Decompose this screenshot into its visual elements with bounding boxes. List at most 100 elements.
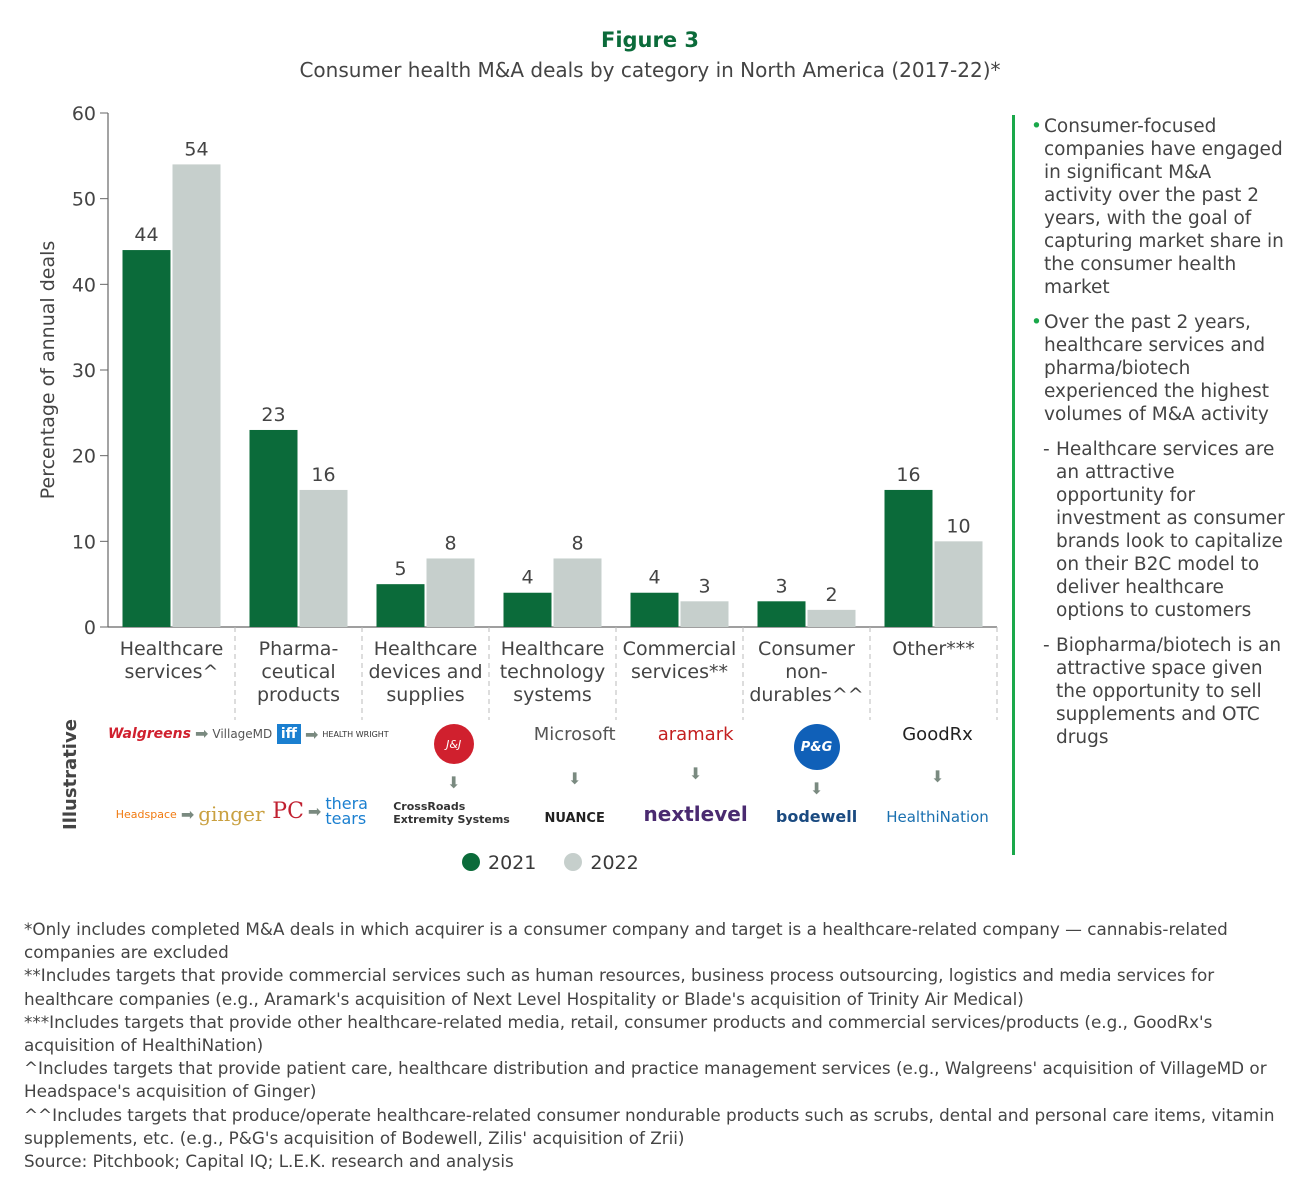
- bar-2022: [299, 489, 348, 627]
- data-label: 2: [825, 584, 837, 606]
- data-label: 4: [648, 567, 660, 589]
- logo-row: GoodRx: [902, 724, 973, 745]
- legend-item-2022: 2022: [564, 852, 639, 874]
- company-logo: CrossRoads Extremity Systems: [393, 800, 510, 826]
- y-tick-label: 0: [84, 617, 96, 639]
- deal-logos: Microsoft ⬇ NUANCE: [514, 716, 635, 834]
- company-logo: bodewell: [775, 807, 858, 826]
- bar-2022: [553, 558, 602, 627]
- company-logo: nextlevel: [643, 802, 748, 826]
- company-logo: iff: [276, 724, 301, 744]
- bar-2021: [884, 489, 933, 627]
- logo-row: nextlevel: [644, 802, 748, 826]
- data-label: 10: [946, 515, 970, 537]
- data-label: 5: [394, 558, 406, 580]
- y-tick-label: 20: [72, 446, 96, 468]
- logo-row: Headspace ➡ ginger: [116, 802, 265, 826]
- svg-text:Illustrative deals: Illustrative deals: [60, 715, 81, 830]
- footnote: *Only includes completed M&A deals in wh…: [24, 919, 1228, 963]
- arrow-right-icon: ➡: [307, 801, 322, 821]
- y-tick-label: 50: [72, 189, 96, 211]
- figure-title: Figure 3: [600, 28, 700, 52]
- logo-row: PC ➡ thera tears: [272, 794, 393, 828]
- data-label: 3: [698, 575, 710, 597]
- company-logo: HEALTH WRIGHT: [322, 729, 389, 739]
- company-logo: Walgreens: [108, 725, 191, 742]
- category-label: supplies: [386, 684, 464, 706]
- bar-2022: [934, 541, 983, 627]
- bar-2021: [503, 592, 552, 627]
- category-label: durables^^: [749, 684, 863, 706]
- category-label: products: [257, 684, 340, 706]
- arrow-right-icon: ➡: [194, 724, 209, 743]
- arrow-down-icon: ⬇: [809, 779, 824, 798]
- category-label: Healthcare: [374, 638, 478, 660]
- company-logo: Microsoft: [533, 724, 616, 745]
- footnote: ^Includes targets that provide patient c…: [24, 1058, 1267, 1102]
- takeaway-bullet: Over the past 2 years, healthcare servic…: [1031, 311, 1285, 426]
- source-note: Source: Pitchbook; Capital IQ; L.E.K. re…: [24, 1151, 514, 1172]
- arrow-right-icon: ➡: [180, 804, 195, 824]
- category-label: non-: [785, 661, 828, 683]
- figure-subtitle: Consumer health M&A deals by category in…: [299, 58, 1001, 82]
- company-logo: GoodRx: [902, 724, 973, 745]
- data-label: 54: [184, 138, 208, 160]
- arrow-down-icon: ⬇: [447, 772, 461, 792]
- y-tick-label: 10: [72, 531, 96, 553]
- data-label: 8: [571, 532, 583, 554]
- data-label: 4: [521, 567, 533, 589]
- logo-row: Microsoft: [534, 724, 616, 745]
- y-tick-label: 30: [72, 360, 96, 382]
- legend-label: 2021: [488, 852, 537, 874]
- logo-row: NUANCE: [544, 811, 604, 826]
- data-label: 16: [896, 464, 920, 486]
- company-logo: aramark: [657, 724, 734, 745]
- category-label: Consumer: [758, 638, 855, 660]
- deal-logos: iff ➡ HEALTH WRIGHT PC ➡ thera tears: [272, 716, 393, 834]
- logo-row: iff ➡ HEALTH WRIGHT: [276, 724, 389, 744]
- data-label: 44: [134, 224, 158, 246]
- arrow-down-icon: ⬇: [930, 767, 945, 786]
- data-label: 23: [261, 404, 285, 426]
- logo-row: bodewell: [776, 807, 857, 826]
- company-logo: J&J: [433, 724, 474, 764]
- category-label: Healthcare: [120, 638, 224, 660]
- bar-2022: [426, 558, 475, 627]
- legend: 2021 2022: [462, 852, 639, 874]
- bar-2022: [172, 164, 221, 627]
- company-logo: Headspace: [115, 807, 177, 821]
- logo-row: HealthiNation: [886, 808, 989, 826]
- category-label: Healthcare: [501, 638, 605, 660]
- bar-2022: [807, 609, 856, 627]
- illustrative-deals-logos: Walgreens ➡ VillageMD Headspace ➡ ginger iff ➡ H…: [108, 716, 998, 834]
- arrow-down-icon: ⬇: [688, 764, 703, 783]
- arrow-down-icon: ⬇: [567, 768, 582, 788]
- legend-swatch: [564, 853, 583, 871]
- category-label: Commercial: [623, 638, 737, 660]
- category-label: ceutical: [261, 661, 335, 683]
- data-label: 3: [775, 575, 787, 597]
- company-logo: VillageMD: [212, 726, 273, 741]
- company-logo: HealthiNation: [886, 808, 989, 826]
- category-label: technology: [500, 661, 606, 683]
- takeaway-subpoint: Biopharma/biotech is an attractive space…: [1031, 634, 1285, 749]
- logo-row: P&G: [793, 724, 840, 770]
- illustrative-deals-label: Illustrative deals: [60, 715, 81, 830]
- deal-logos: J&J ⬇ CrossRoads Extremity Systems: [393, 716, 514, 834]
- footnote: ***Includes targets that provide other h…: [24, 1011, 1213, 1056]
- arrow-right-icon: ➡: [304, 724, 319, 744]
- takeaway-bullet: Consumer-focused companies have engaged …: [1031, 115, 1285, 299]
- company-logo: P&G: [793, 724, 840, 770]
- logo-row: J&J: [433, 724, 474, 764]
- logo-row: CrossRoads Extremity Systems: [393, 800, 514, 826]
- category-label: devices and: [368, 661, 482, 683]
- logo-row: Walgreens ➡ VillageMD: [108, 724, 272, 743]
- bar-chart: 0 10 20 30 40 50 60 Percentage of annual deals 4…: [37, 103, 998, 720]
- bar-2021: [757, 601, 806, 627]
- company-logo: PC: [272, 798, 304, 824]
- bar-2021: [122, 250, 171, 628]
- bar-2021: [249, 429, 298, 627]
- legend-swatch: [462, 853, 480, 871]
- deal-logos: P&G ⬇ bodewell: [756, 716, 877, 834]
- company-logo: thera tears: [325, 794, 368, 828]
